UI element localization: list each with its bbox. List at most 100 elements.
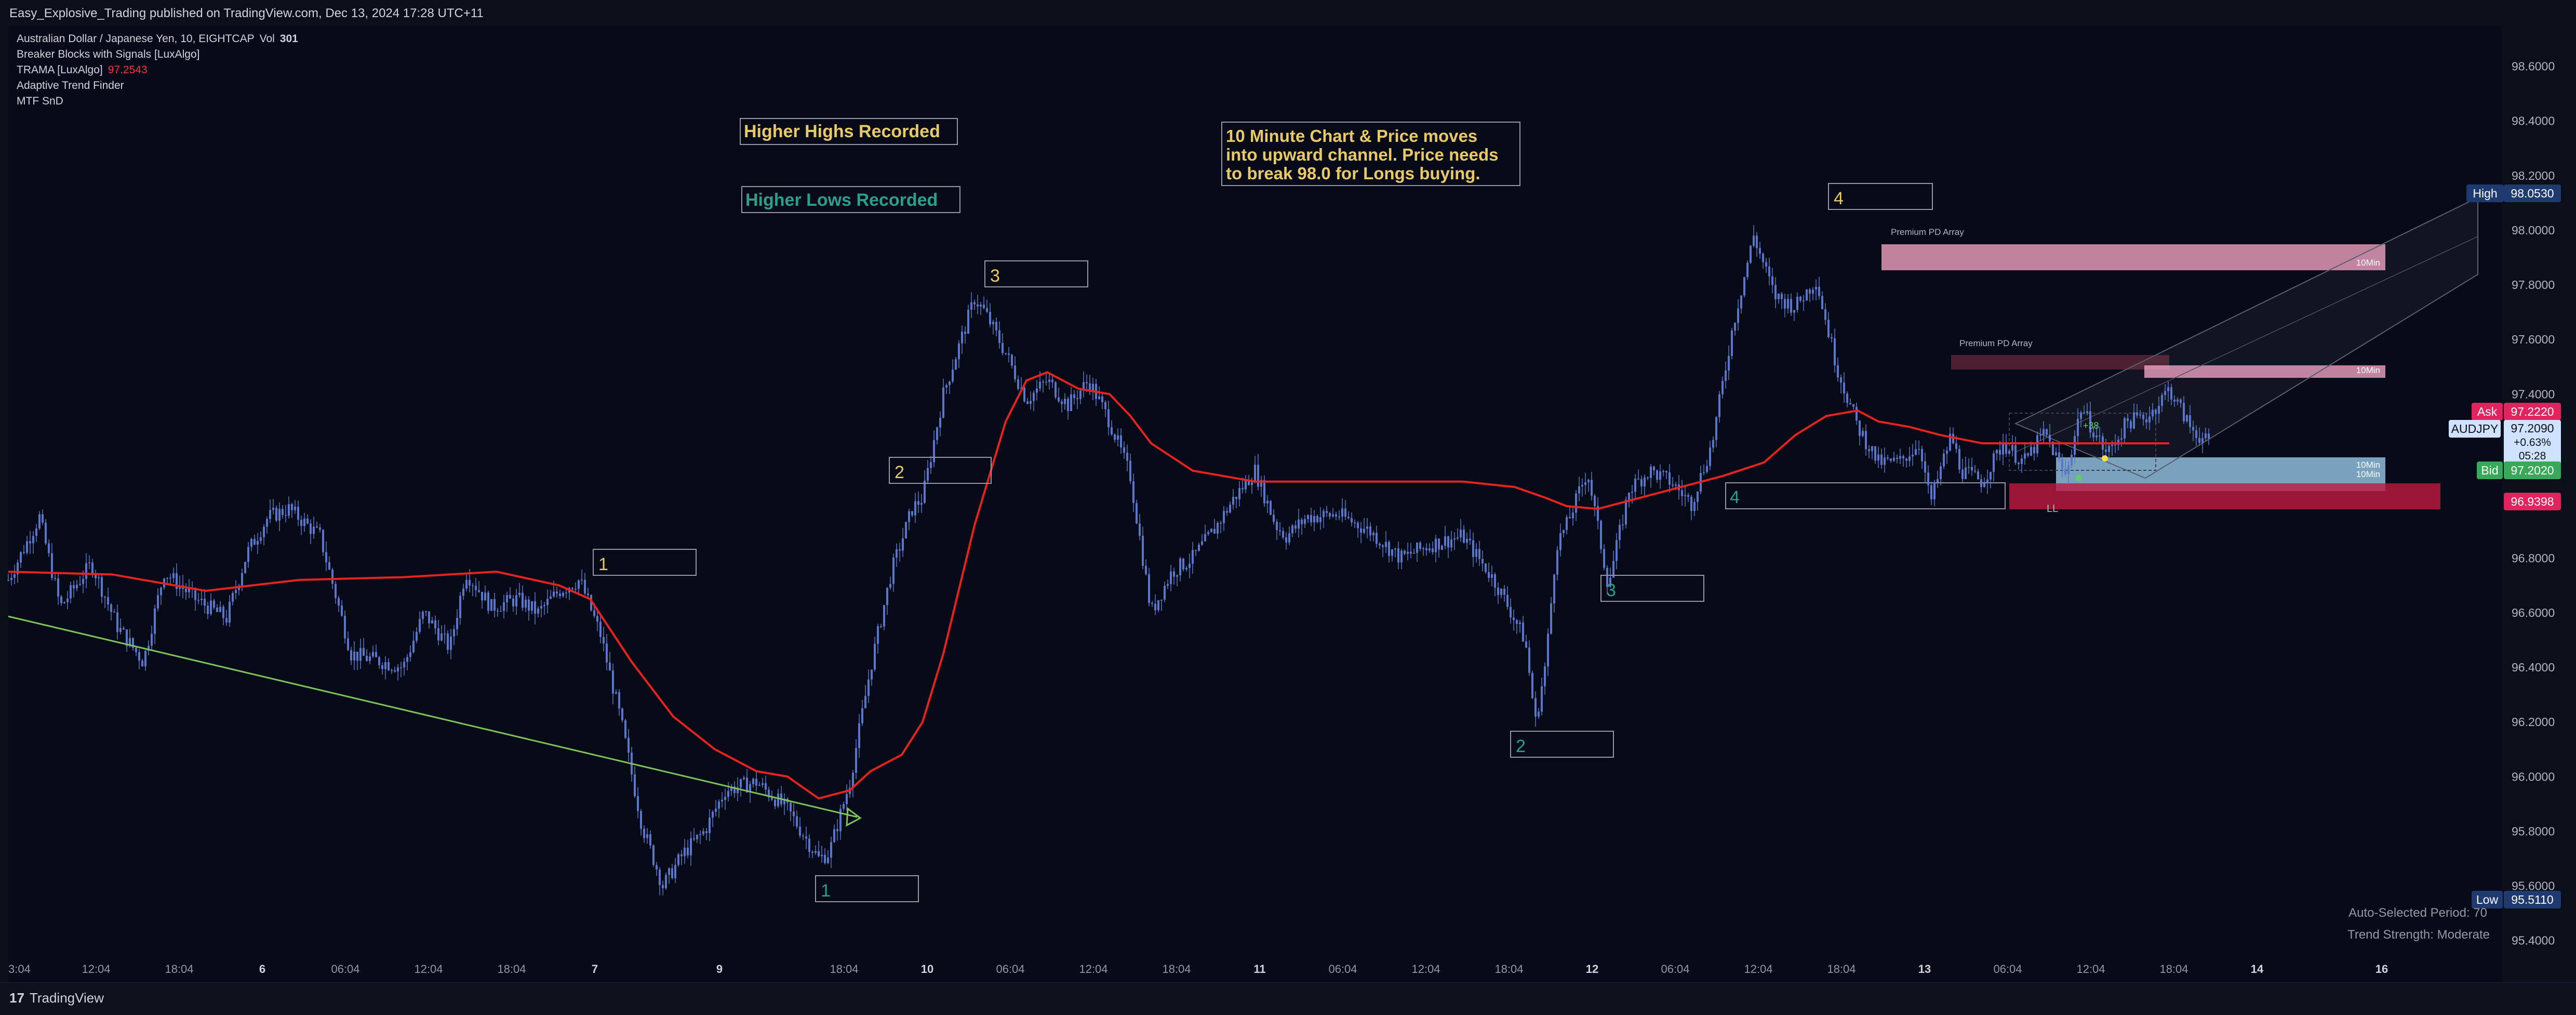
candle-body xyxy=(1880,454,1883,465)
candle-body xyxy=(1902,456,1904,459)
candle-body xyxy=(1042,381,1044,383)
candle-body xyxy=(2046,429,2048,435)
candle-body xyxy=(1316,516,1318,522)
candle-body xyxy=(154,608,156,634)
candle-body xyxy=(1319,517,1322,522)
candle-body xyxy=(1821,296,1823,310)
trend-strength: Trend Strength: Moderate xyxy=(2347,928,2490,942)
legend-indicator-trend-finder[interactable]: Adaptive Trend Finder xyxy=(17,80,124,91)
candle-body xyxy=(998,330,1000,344)
candle-body xyxy=(391,670,393,671)
ask-tag-value: 97.2220 xyxy=(2511,405,2554,418)
candle-body xyxy=(300,520,302,526)
candle-body xyxy=(356,651,358,661)
candle-body xyxy=(1136,503,1138,524)
candle-body xyxy=(1943,453,1945,467)
note-line: into upward channel. Price needs xyxy=(1226,145,1498,164)
candle-body xyxy=(2155,410,2157,414)
candle-body xyxy=(1382,545,1384,547)
signal-label: +38 xyxy=(2083,420,2099,431)
candle-body xyxy=(1323,511,1325,518)
sell-zone-tag-bg xyxy=(2504,493,2561,510)
candle-body xyxy=(1151,603,1153,604)
candle-body xyxy=(1734,323,1736,331)
candle-body xyxy=(1534,698,1537,717)
time-tick-label: 12:04 xyxy=(414,963,443,976)
candle-body xyxy=(1977,471,1979,480)
candle-body xyxy=(1469,538,1471,541)
candle-body xyxy=(709,818,711,833)
legend-symbol[interactable]: Australian Dollar / Japanese Yen, 10, EI… xyxy=(17,33,255,45)
candle-body xyxy=(79,584,81,585)
time-tick-label: 12:04 xyxy=(1744,963,1772,976)
candle-body xyxy=(584,579,586,594)
candle-body xyxy=(712,811,714,818)
candle-body xyxy=(450,636,452,650)
candle-body xyxy=(783,798,785,805)
candle-body xyxy=(1528,648,1530,673)
candle-body xyxy=(1419,543,1421,549)
tradingview-logo[interactable]: 17 TradingView xyxy=(9,990,104,1006)
candle-body xyxy=(2049,434,2051,442)
candle-body xyxy=(1347,517,1350,519)
candle-body xyxy=(624,720,626,738)
candle-body xyxy=(640,811,642,829)
candle-body xyxy=(316,526,318,528)
candle-body xyxy=(503,602,505,611)
candle-body xyxy=(2161,395,2163,406)
candle-body xyxy=(85,563,87,579)
candle-body xyxy=(1089,383,1091,391)
candle-body xyxy=(201,599,203,600)
candle-body xyxy=(1014,365,1016,379)
candle-body xyxy=(512,598,514,607)
ask-tag-label-bg xyxy=(2472,403,2503,420)
candle-body xyxy=(1111,427,1113,435)
candle-body xyxy=(244,562,246,573)
legend-indicator-trama[interactable]: TRAMA [LuxAlgo] xyxy=(17,64,103,76)
candle-body xyxy=(1812,289,1814,294)
candle-body xyxy=(1531,673,1533,698)
low-tag-label-bg xyxy=(2472,891,2503,908)
chart-legend: Australian Dollar / Japanese Yen, 10, EI… xyxy=(17,31,303,109)
candle-body xyxy=(1229,505,1231,513)
candle-body xyxy=(197,600,199,601)
candle-body xyxy=(1397,548,1399,563)
candle-body xyxy=(291,504,293,510)
candle-body xyxy=(1718,394,1720,417)
current-tag-bg xyxy=(2504,420,2561,465)
candle-body xyxy=(263,526,265,537)
price-tick-label: 95.8000 xyxy=(2512,824,2555,838)
candle-body xyxy=(1541,686,1543,712)
candle-body xyxy=(961,332,963,344)
candle-body xyxy=(1335,514,1337,517)
candle-body xyxy=(671,868,673,878)
candle-body xyxy=(1198,545,1200,551)
candle-body xyxy=(615,692,617,694)
candle-body xyxy=(456,617,458,629)
candle-body xyxy=(2024,453,2026,459)
candle-body xyxy=(1516,620,1518,624)
legend-indicator-snd[interactable]: MTF SnD xyxy=(17,95,63,107)
candle-body xyxy=(1195,550,1197,551)
candle-body xyxy=(1538,711,1540,717)
candle-body xyxy=(1491,574,1493,578)
candle-body xyxy=(827,858,829,863)
candle-body xyxy=(665,875,667,889)
legend-indicator-breaker[interactable]: Breaker Blocks with Signals [LuxAlgo] xyxy=(17,48,200,60)
candle-body xyxy=(1301,519,1303,524)
candle-body xyxy=(1778,294,1780,299)
candle-body xyxy=(2205,433,2207,439)
candle-body xyxy=(2173,399,2175,402)
candle-body xyxy=(534,601,536,614)
candle-body xyxy=(148,645,150,651)
low-label-3: 3 xyxy=(1606,581,1616,600)
candle-body xyxy=(1020,387,1022,389)
candle-body xyxy=(515,595,517,607)
high-label-1: 1 xyxy=(598,555,608,574)
candle-body xyxy=(609,662,611,671)
low-box-4 xyxy=(1725,482,2006,509)
candle-body xyxy=(375,652,377,657)
candle-body xyxy=(369,656,371,661)
candle-body xyxy=(892,557,895,584)
